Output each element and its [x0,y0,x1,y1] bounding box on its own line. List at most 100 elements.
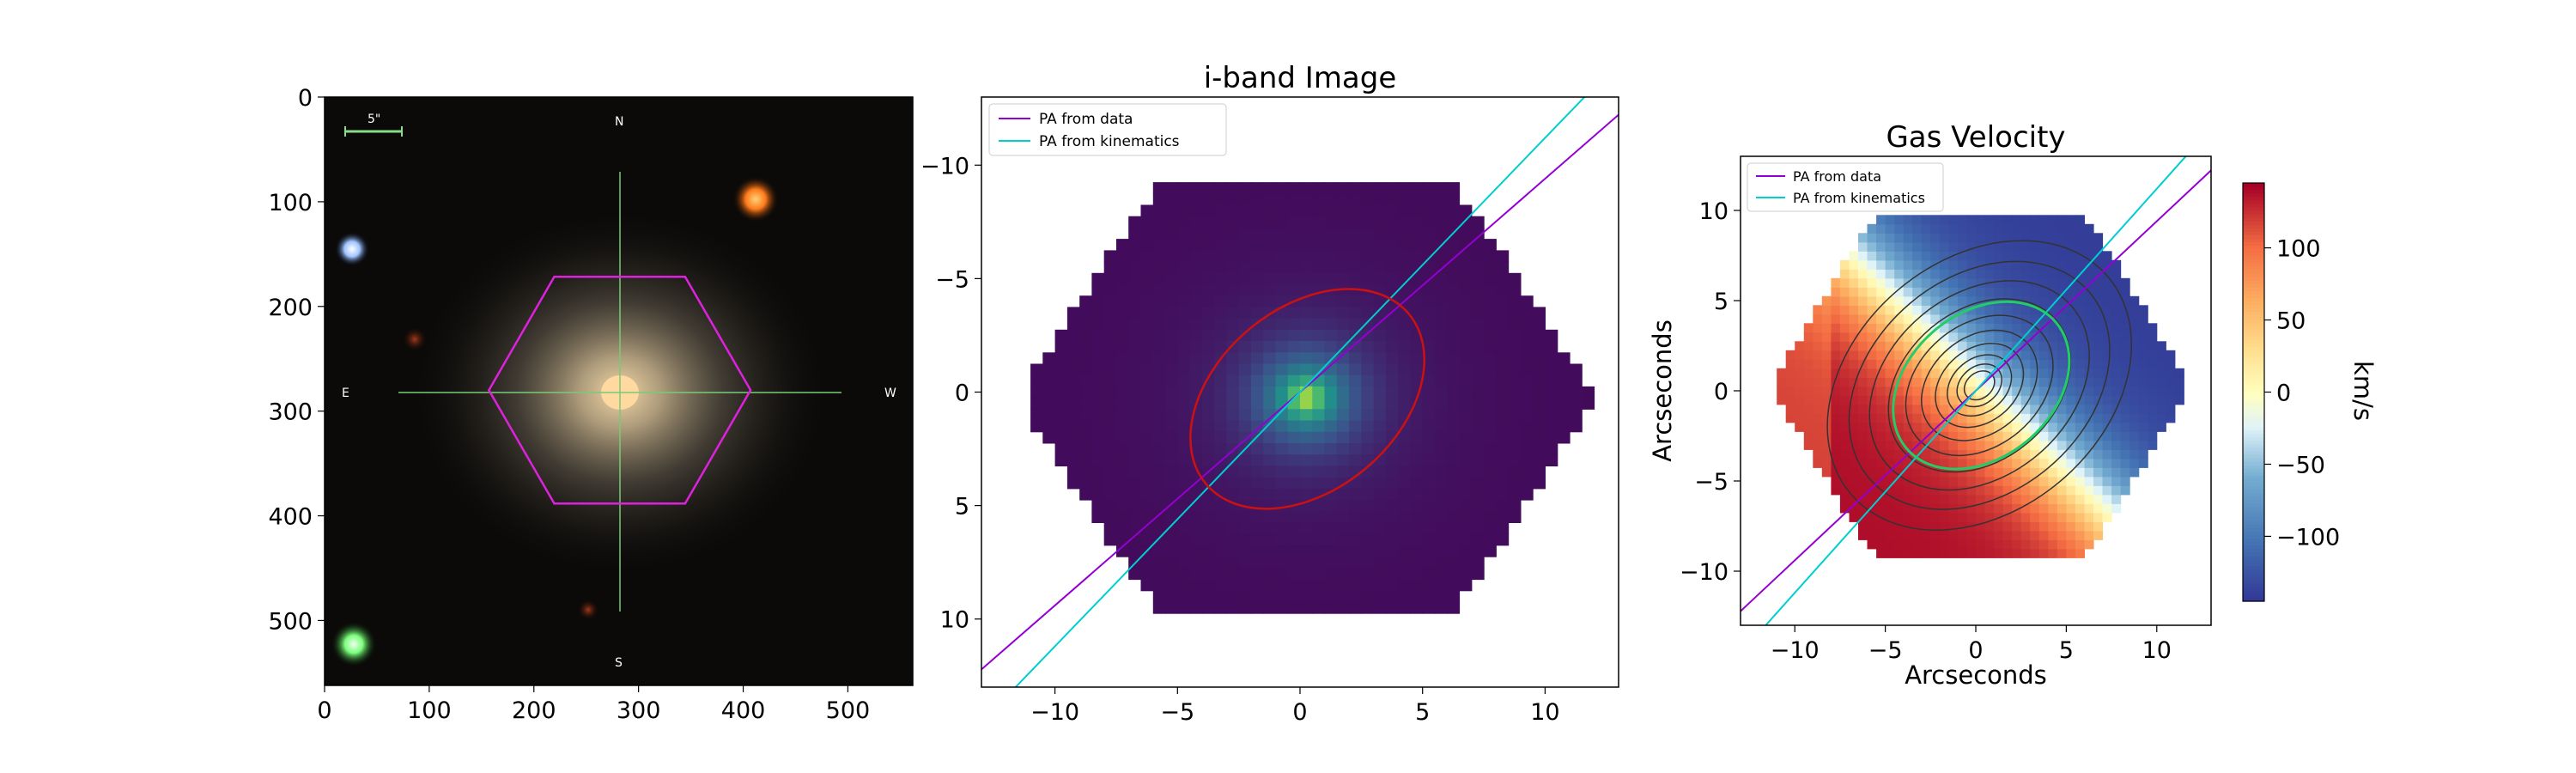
velocity-pixel [2111,386,2122,396]
iband-pixel [1201,443,1215,455]
velocity-pixel [1948,259,1959,270]
velocity-pixel [1921,476,1931,486]
colorbar-segment [2243,405,2264,411]
velocity-pixel [1994,223,2004,234]
velocity-pixel [1994,215,2004,225]
iband-pixel [1287,239,1301,251]
velocity-pixel [1984,539,1995,550]
velocity-pixel [1867,530,1877,540]
velocity-pixel [2129,368,2140,378]
velocity-pixel [1912,449,1923,460]
colorbar-segment [2243,587,2264,592]
iband-pixel [1484,500,1497,512]
velocity-pixel [1930,530,1941,540]
iband-pixel [1103,374,1117,387]
velocity-pixel [2093,503,2104,514]
velocity-pixel [1984,241,1995,252]
velocity-pixel [1795,422,1805,432]
velocity-pixel [2111,413,2122,423]
iband-pixel [1103,488,1117,501]
velocity-pixel [1957,259,1967,270]
iband-pixel [1201,284,1215,296]
colorbar-segment [2243,427,2264,431]
iband-pixel [1177,590,1191,603]
iband-pixel [1324,466,1338,478]
iband-pixel [1373,193,1387,206]
iband-pixel [1177,307,1191,320]
iband-pixel [1361,295,1375,307]
iband-pixel [1201,420,1215,433]
velocity-pixel [1984,476,1995,486]
velocity-pixel [1939,223,1949,234]
velocity-pixel [2120,395,2130,405]
iband-pixel [1214,557,1227,569]
iband-pixel [1324,443,1338,455]
iband-pixel [1201,454,1215,466]
velocity-pixel [1948,521,1959,532]
iband-pixel [1042,409,1056,422]
velocity-pixel [1994,539,2004,550]
iband-pixel [1128,307,1142,320]
x-tick-label: −10 [1771,637,1820,664]
colorbar-segment [2243,496,2264,501]
iband-pixel [1152,182,1166,194]
iband-pixel [1447,398,1461,410]
iband-pixel [1410,307,1424,320]
iband-pixel [1471,307,1485,320]
velocity-pixel [1894,295,1905,306]
iband-pixel [1042,431,1056,444]
velocity-pixel [1976,386,1986,396]
iband-pixel [1459,409,1473,422]
iband-pixel [1189,261,1203,274]
iband-pixel [1116,500,1129,512]
velocity-pixel [2048,251,2058,261]
iband-pixel [1250,443,1264,455]
colorbar-segment [2243,273,2264,278]
velocity-pixel [2156,377,2166,387]
iband-pixel [1287,522,1301,535]
velocity-pixel [2020,512,2031,522]
velocity-pixel [2111,368,2122,378]
iband-pixel [1238,386,1252,399]
iband-pixel [1140,352,1154,365]
iband-pixel [1030,398,1043,410]
velocity-pixel [2002,251,2013,261]
iband-pixel [1410,193,1424,206]
iband-pixel [1324,204,1338,217]
iband-pixel [1263,590,1277,603]
iband-pixel [1238,579,1252,592]
iband-pixel [1324,477,1338,490]
velocity-pixel [2066,395,2076,405]
iband-pixel [1312,533,1326,546]
velocity-pixel [2048,277,2058,288]
velocity-pixel [2002,241,2013,252]
iband-pixel [1152,216,1166,228]
colorbar-segment [2243,490,2264,494]
velocity-pixel [2120,368,2130,378]
velocity-pixel [2057,458,2067,468]
velocity-pixel [1976,215,1986,225]
velocity-pixel [2048,494,2058,504]
iband-pixel [1152,227,1166,240]
velocity-pixel [2066,215,2076,225]
velocity-pixel [1885,476,1895,486]
iband-pixel [1508,352,1522,365]
velocity-pixel [2093,295,2104,306]
velocity-pixel [2057,548,2067,558]
velocity-pixel [2093,233,2104,243]
velocity-pixel [1839,395,1850,405]
iband-pixel [1140,272,1154,285]
iband-pixel [1066,329,1080,342]
velocity-pixel [1984,395,1995,405]
iband-pixel [1275,545,1289,557]
velocity-pixel [1921,485,1931,496]
velocity-pixel [1849,503,1859,514]
iband-pixel [1398,193,1412,206]
velocity-pixel [1912,494,1923,504]
iband-pixel [1422,454,1436,466]
iband-pixel [1177,443,1191,455]
iband-pixel [1300,318,1313,331]
iband-pixel [1459,216,1473,228]
iband-pixel [1263,443,1277,455]
iband-pixel [1263,500,1277,512]
